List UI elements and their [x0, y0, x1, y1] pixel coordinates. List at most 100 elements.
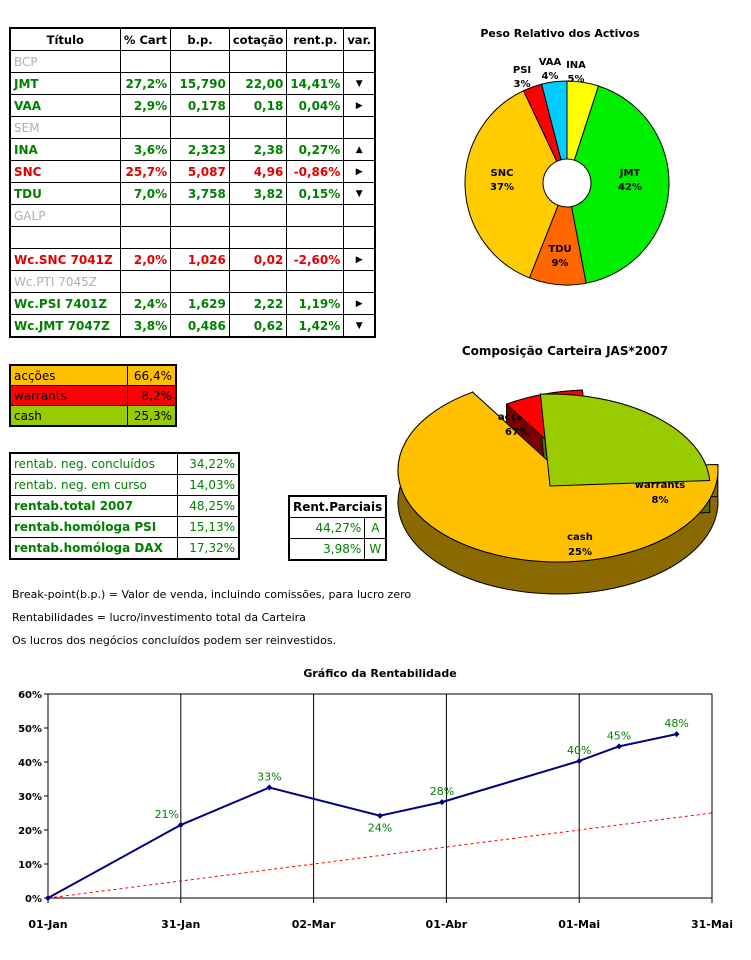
y-tick-label: 0% [25, 894, 42, 905]
cell-rent [286, 50, 345, 73]
table-row: rentab. neg. concluídos 34,22% [9, 452, 240, 475]
pie1-title: Peso Relativo dos Activos [480, 27, 640, 40]
cell-name: Wc.PSI 7401Z [9, 292, 121, 315]
partial-returns-table: Rent.Parciais 44,27% A 3,98% W [288, 495, 388, 561]
cell-cart: 2,9% [119, 94, 172, 117]
cell-cart: 2,4% [119, 292, 172, 315]
cell-cart: 25,7% [119, 160, 172, 183]
table-row [9, 226, 376, 249]
cell-cart: 27,2% [119, 72, 172, 95]
arrow-right-icon: ▶ [343, 160, 376, 183]
note-lucros: Os lucros dos negócios concluídos podem … [12, 634, 337, 647]
cell-name: JMT [9, 72, 121, 95]
parciais-code: A [364, 517, 387, 539]
cell-rent [286, 204, 345, 227]
table-row: INA 3,6% 2,323 2,38 0,27% ▲ [9, 138, 376, 161]
cell-rent [286, 226, 345, 249]
table-row: rentab. neg. em curso 14,03% [9, 474, 240, 496]
data-label: 24% [368, 822, 392, 835]
y-tick-label: 20% [18, 826, 42, 837]
cell-cart [119, 116, 172, 139]
table-row: rentab.total 2007 48,25% [9, 495, 240, 517]
cell-rent [286, 270, 345, 293]
cell-rent [286, 116, 345, 139]
table-row: warrants 8,2% [9, 385, 177, 406]
cell-cot: 2,38 [228, 138, 288, 161]
line-title: Gráfico da Rentabilidade [303, 667, 457, 680]
allocation-value: 25,3% [127, 405, 177, 427]
cell-bp: 1,629 [170, 292, 230, 315]
cell-rent: 0,15% [286, 182, 345, 205]
rentab-value: 15,13% [177, 516, 240, 538]
data-label: 45% [607, 729, 631, 742]
cell-var [343, 226, 376, 249]
cell-name: VAA [9, 94, 121, 117]
pie-label: PSI [513, 65, 531, 76]
header-bp: b.p. [170, 27, 230, 51]
pie3d-label: warrants [635, 480, 685, 491]
cell-cot: 0,18 [228, 94, 288, 117]
cell-bp: 5,087 [170, 160, 230, 183]
cell-var [343, 204, 376, 227]
arrow-up-icon: ▲ [343, 138, 376, 161]
data-label: 48% [664, 717, 688, 730]
cell-rent: 0,27% [286, 138, 345, 161]
header-cart: % Cart [119, 27, 172, 51]
rentability-table: rentab. neg. concluídos 34,22% rentab. neg… [9, 452, 240, 560]
data-label: 28% [430, 785, 454, 798]
rentab-label: rentab. neg. concluídos [9, 452, 178, 475]
rentab-value: 48,25% [177, 495, 240, 517]
arrow-right-icon: ▶ [343, 292, 376, 315]
rentab-value: 34,22% [177, 452, 240, 475]
table-row: Rent.Parciais [288, 495, 387, 518]
cell-bp: 2,323 [170, 138, 230, 161]
portfolio-table: Título % Cart b.p. cotação rent.p. var. … [9, 27, 376, 338]
pie-value-label: 3% [514, 79, 531, 90]
cell-cart: 7,0% [119, 182, 172, 205]
data-point-marker [45, 895, 51, 901]
parciais-code: W [364, 538, 387, 561]
pie-label: VAA [539, 57, 562, 68]
table-row: Wc.JMT 7047Z 3,8% 0,486 0,62 1,42% ▼ [9, 314, 376, 338]
header-cotacao: cotação [228, 27, 288, 51]
cell-name: BCP [9, 50, 121, 73]
cell-name: INA [9, 138, 121, 161]
plot-area [47, 693, 713, 899]
cell-rent: -0,86% [286, 160, 345, 183]
pie3d-value-label: 8% [652, 495, 669, 506]
portfolio-composition-pie-chart: acções 67% warrants 8% cash 25% [397, 389, 719, 595]
allocation-value: 8,2% [127, 385, 177, 406]
cell-bp: 0,178 [170, 94, 230, 117]
pie3d-slice-cash [539, 393, 711, 487]
cell-rent: -2,60% [286, 248, 345, 271]
header-var: var. [343, 27, 376, 51]
data-point-marker [377, 812, 383, 819]
rentability-series-line [47, 733, 677, 899]
cell-cot: 22,00 [228, 72, 288, 95]
pie-label: JMT [619, 168, 641, 179]
table-row: TDU 7,0% 3,758 3,82 0,15% ▼ [9, 182, 376, 205]
table-row: BCP [9, 50, 376, 73]
cell-cot: 0,62 [228, 314, 288, 338]
cell-name: Wc.PTI 7045Z [9, 270, 121, 293]
y-tick-label: 50% [18, 724, 42, 735]
pie3d-label: acções [498, 412, 536, 423]
pie-label: INA [566, 60, 586, 71]
cell-cot [228, 204, 288, 227]
cell-rent: 1,42% [286, 314, 345, 338]
cell-bp [170, 50, 230, 73]
cell-cart [119, 204, 172, 227]
rentab-label: rentab. neg. em curso [9, 474, 178, 496]
x-tick-label: 01-Abr [426, 918, 468, 931]
data-point-marker [266, 784, 273, 791]
cell-cot: 3,82 [228, 182, 288, 205]
data-point-marker [673, 731, 680, 738]
arrow-down-icon: ▼ [343, 182, 376, 205]
rentab-value: 14,03% [177, 474, 240, 496]
cell-rent: 0,04% [286, 94, 345, 117]
parciais-value: 3,98% [288, 538, 366, 561]
pie-value-label: 42% [618, 182, 642, 193]
table-header-row: Título % Cart b.p. cotação rent.p. var. [9, 27, 376, 51]
cell-bp [170, 116, 230, 139]
cell-cot: 4,96 [228, 160, 288, 183]
